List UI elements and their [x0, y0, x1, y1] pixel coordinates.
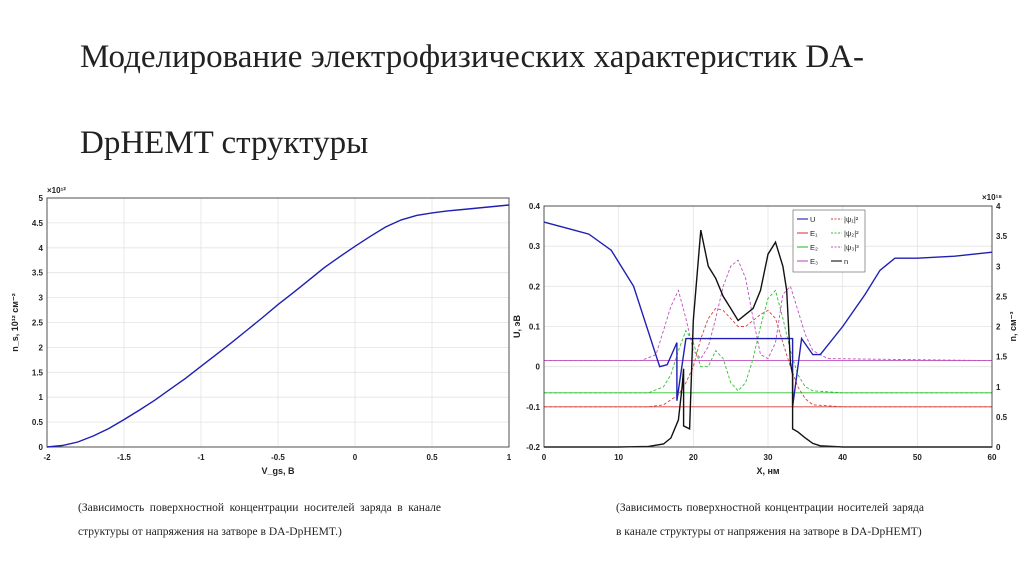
- x-tick-label: -0.5: [271, 453, 285, 462]
- y-tick-label: 0: [39, 443, 44, 452]
- y-left-tick-label: 0.3: [529, 242, 541, 251]
- caption-right: (Зависимость поверхностной концентрации …: [616, 502, 924, 538]
- y-tick-label: 1.5: [32, 368, 44, 377]
- legend-box: [792, 209, 866, 273]
- y-left-tick-label: -0.1: [526, 403, 540, 412]
- x-tick-label: 1: [507, 453, 512, 462]
- x-tick-label: 0: [542, 453, 547, 462]
- y-right-tick-label: 1: [996, 383, 1001, 392]
- y-left-tick-label: 0: [536, 363, 541, 372]
- y-right-tick-label: 2: [996, 323, 1001, 332]
- x-tick-label: -2: [43, 453, 51, 462]
- legend-label: E₂: [810, 243, 818, 252]
- x-tick-label: 0: [353, 453, 358, 462]
- legend-label: E₃: [810, 257, 818, 266]
- x-tick-label: 60: [988, 453, 997, 462]
- y-tick-label: 3: [39, 294, 44, 303]
- y-left-tick-label: 0.4: [529, 202, 541, 211]
- plot-border-2: [543, 205, 993, 448]
- x-tick-label: -1: [197, 453, 205, 462]
- x-tick-label: 20: [689, 453, 698, 462]
- chart-1: -2 -1.5 -1 -0.5 0 0.5 1 0 0.5 1 1.5 2 2.5 3 3.5 4 4.5 5×1…: [10, 186, 512, 476]
- y-tick-label: 0.5: [32, 418, 44, 427]
- caption-left: (Зависимость поверхностной концентрации …: [78, 502, 441, 538]
- legend-label: n: [844, 257, 848, 266]
- legend: U |ψ₁|² E₁ |ψ₂|² E₂ |ψ₃|³ E₃ n: [792, 209, 866, 273]
- y-tick-label: 4.5: [32, 219, 44, 228]
- y-tick-label: 2: [39, 343, 44, 352]
- legend-label: |ψ₁|²: [844, 215, 859, 224]
- slide-title: Моделирование электрофизических характер…: [80, 14, 980, 186]
- y-multiplier: ×10¹²: [47, 186, 66, 195]
- x-tick-label: 40: [838, 453, 847, 462]
- x-tick-label: 50: [913, 453, 922, 462]
- slide-title-line2: DpHEMT структуры: [80, 125, 369, 161]
- legend-label: U: [810, 215, 815, 224]
- series-line: [544, 229, 992, 448]
- legend-label: |ψ₃|³: [844, 243, 859, 252]
- chart-2: 0 10 20 30 40 50 60 -0.2 -0.1 0 0.1 0.2 0.3 0.4 0 0.5 1 1…: [512, 193, 1018, 476]
- y-axis-label: n_s, 10¹² см⁻²: [10, 293, 20, 351]
- y-right-tick-label: 2.5: [996, 292, 1008, 301]
- legend-label: E₁: [810, 229, 818, 238]
- y-right-tick-label: 0.5: [996, 413, 1008, 422]
- slide-title-line1: Моделирование электрофизических характер…: [80, 39, 864, 75]
- series-line: [544, 259, 993, 362]
- x-tick-label: 30: [764, 453, 773, 462]
- x-tick-label: -1.5: [117, 453, 131, 462]
- y-right-tick-label: 3: [996, 262, 1001, 271]
- y-left-tick-label: 0.1: [529, 323, 541, 332]
- plot-border-1: [46, 197, 510, 448]
- series-line: [544, 289, 992, 394]
- y-right-tick-label: 1.5: [996, 353, 1008, 362]
- y-right-tick-label: 4: [996, 202, 1001, 211]
- y-left-tick-label: 0.2: [529, 282, 541, 291]
- y-left-axis-label: U, эВ: [512, 315, 522, 338]
- x-axis-label: V_gs, В: [261, 466, 295, 476]
- series-line: [543, 221, 993, 407]
- y-right-axis-label: n, см⁻³: [1008, 312, 1018, 342]
- y-tick-label: 1: [39, 393, 44, 402]
- series-line-ns: [46, 204, 510, 448]
- y-tick-label: 4: [39, 244, 44, 253]
- y-right-tick-label: 0: [996, 443, 1001, 452]
- x-axis-label: X, нм: [756, 466, 779, 476]
- y-right-multiplier: ×10¹⁸: [982, 193, 1002, 202]
- y-right-tick-label: 3.5: [996, 232, 1008, 241]
- legend-label: |ψ₂|²: [844, 229, 859, 238]
- y-tick-label: 5: [39, 194, 44, 203]
- series-line: [544, 307, 992, 408]
- x-tick-label: 10: [614, 453, 623, 462]
- y-tick-label: 3.5: [32, 269, 44, 278]
- y-tick-label: 2.5: [32, 319, 44, 328]
- x-tick-label: 0.5: [426, 453, 438, 462]
- y-left-tick-label: -0.2: [526, 443, 540, 452]
